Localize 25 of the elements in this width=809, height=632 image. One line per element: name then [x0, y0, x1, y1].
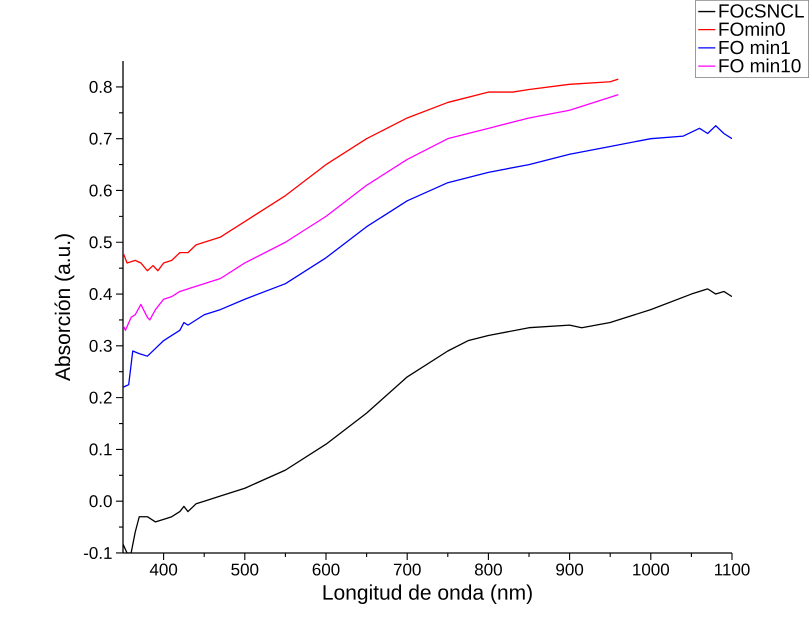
x-tick-label: 800: [474, 564, 502, 576]
x-axis-title: Longitud de onda (nm): [324, 584, 532, 604]
legend-label: FO min1: [720, 40, 790, 54]
y-tick-label: 0.1: [90, 443, 112, 456]
y-tick-label: 0.6: [90, 184, 112, 196]
x-tick-label: 600: [312, 564, 340, 576]
y-tick-label: -0.1: [84, 546, 112, 560]
y-tick-label: 0.8: [90, 80, 112, 93]
legend-label: FOcSNCL: [720, 4, 804, 18]
x-tick-label: 900: [556, 564, 584, 576]
x-tick-label: 500: [231, 564, 258, 576]
x-tick-label: 400: [150, 564, 178, 576]
legend-label: FO min10: [720, 58, 801, 72]
y-tick-label: 0.2: [90, 392, 112, 404]
y-tick-label: 0.7: [90, 132, 112, 145]
y-axis-title: Absorción (a.u.): [54, 234, 74, 382]
x-tick-label: 700: [394, 564, 421, 576]
x-tick-label: 1000: [633, 564, 670, 576]
y-tick-label: 0.3: [90, 340, 112, 352]
line-series: [123, 78, 619, 272]
y-tick-label: 0.4: [90, 288, 112, 300]
x-tick-label: 1100: [715, 564, 750, 576]
y-tick-label: 0.5: [90, 236, 112, 248]
y-tick-label: 0.0: [90, 495, 112, 508]
legend-label: FOmin0: [720, 22, 785, 36]
